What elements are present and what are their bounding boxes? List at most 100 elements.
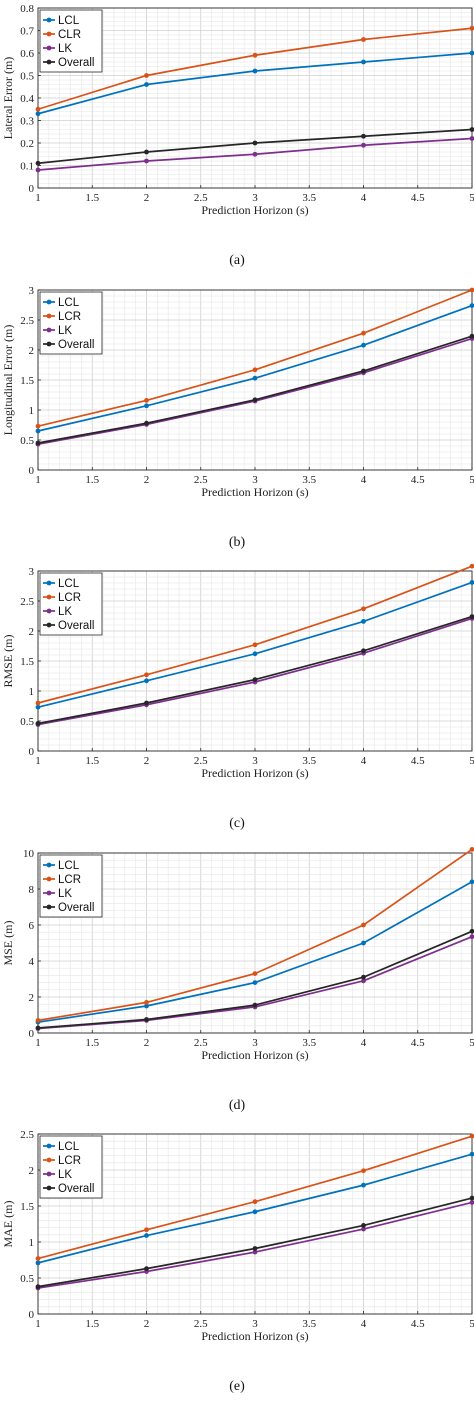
x-tick-label: 1 (35, 1037, 41, 1049)
x-tick-label: 3 (252, 192, 258, 204)
data-point (144, 672, 149, 678)
data-point (35, 700, 41, 706)
data-point (144, 700, 149, 706)
data-point (361, 922, 366, 928)
legend: LCL CLR LK Overall (39, 9, 103, 73)
y-tick-label: 3 (29, 566, 35, 578)
series-lk (35, 136, 474, 173)
series-overall (35, 333, 474, 446)
data-point (35, 1284, 41, 1290)
data-point (252, 397, 258, 403)
data-point (252, 1209, 258, 1215)
data-point (361, 342, 366, 348)
y-axis-label: Longitudinal Error (m) (1, 325, 15, 436)
x-tick-label: 1.5 (85, 474, 99, 486)
x-tick-label: 5 (469, 1037, 474, 1049)
data-point (469, 1195, 474, 1201)
y-tick-label: 0 (29, 183, 35, 195)
x-tick-label: 2.5 (194, 1037, 208, 1049)
data-point (252, 1249, 258, 1255)
data-point (469, 563, 474, 569)
data-point (469, 928, 474, 934)
series-overall (35, 614, 474, 726)
x-tick-label: 4.5 (411, 1037, 425, 1049)
data-point (361, 37, 366, 42)
x-tick-label: 3 (252, 1318, 258, 1330)
legend-marker (46, 313, 52, 319)
legend-marker (46, 904, 52, 910)
y-tick-label: 8 (29, 884, 35, 896)
data-point (35, 106, 41, 112)
legend-marker (46, 341, 52, 347)
data-point (252, 651, 258, 657)
x-tick-label: 3.5 (302, 1318, 316, 1330)
data-point (252, 140, 258, 146)
y-tick-label: 2.5 (20, 315, 34, 327)
legend-label: Overall (58, 339, 94, 351)
series-lcr (35, 287, 474, 429)
data-point (144, 1227, 149, 1233)
legend-marker (46, 580, 52, 586)
legend-label: Overall (58, 902, 94, 914)
x-tick-label: 4.5 (411, 192, 425, 204)
x-tick-label: 4 (361, 192, 367, 204)
data-point (144, 1266, 149, 1272)
y-axis-label: MAE (m) (1, 1201, 15, 1248)
legend: LCL LCR LK Overall (39, 291, 103, 355)
legend-marker (46, 608, 52, 614)
legend-marker (46, 862, 52, 868)
data-point (35, 1018, 41, 1023)
data-point (252, 367, 258, 373)
x-tick-label: 4.5 (411, 1318, 425, 1330)
data-point (35, 440, 41, 446)
data-point (469, 136, 474, 141)
y-tick-label: 0.5 (20, 716, 34, 728)
legend: LCL LCR LK Overall (39, 854, 103, 918)
legend-marker (46, 876, 52, 882)
data-point (469, 1151, 474, 1157)
data-point (35, 704, 41, 710)
data-point (469, 614, 474, 619)
data-point (469, 25, 474, 31)
x-tick-label: 2.5 (194, 474, 208, 486)
data-point (361, 330, 366, 336)
y-tick-label: 0.5 (20, 1273, 34, 1285)
y-tick-label: 0.2 (20, 138, 34, 150)
chart-panel-4: 1 1.5 2 2.5 3 3.5 4 4.5 500.511.522.5Prediction … (1, 1129, 474, 1394)
data-point (361, 1223, 366, 1228)
series-lcl (35, 1151, 474, 1266)
data-point (252, 1002, 258, 1008)
data-point (361, 619, 366, 624)
x-tick-label: 1 (35, 755, 41, 767)
y-axis-label: Lateral Error (m) (1, 57, 15, 140)
x-tick-label: 2.5 (194, 192, 208, 204)
data-point (361, 59, 366, 65)
series-lcl (35, 303, 474, 434)
x-tick-label: 2 (144, 192, 150, 204)
data-point (252, 1199, 258, 1205)
data-point (469, 50, 474, 56)
x-tick-label: 2 (144, 474, 150, 486)
y-tick-label: 1.5 (20, 656, 34, 668)
legend-label: LCR (58, 311, 81, 323)
legend-label: LK (58, 43, 72, 55)
x-axis-label: Prediction Horizon (s) (201, 1329, 308, 1343)
data-point (144, 149, 149, 155)
panel-caption: (e) (229, 1379, 245, 1394)
legend-label: LK (58, 606, 72, 618)
y-tick-label: 2 (29, 626, 35, 638)
data-point (469, 303, 474, 308)
data-point (35, 428, 41, 434)
x-tick-label: 1.5 (85, 1318, 99, 1330)
y-tick-label: 10 (23, 848, 35, 860)
data-point (469, 879, 474, 885)
data-point (144, 420, 149, 426)
series-overall (35, 127, 474, 166)
data-point (144, 1003, 149, 1009)
chart-panel-2: 1 1.5 2 2.5 3 3.5 4 4.5 500.511.522.53Prediction… (1, 563, 474, 831)
legend-marker (46, 1171, 52, 1177)
series-lcr (35, 1133, 474, 1261)
y-tick-label: 1.5 (20, 375, 34, 387)
grid (37, 289, 473, 471)
x-tick-label: 1 (35, 474, 41, 486)
